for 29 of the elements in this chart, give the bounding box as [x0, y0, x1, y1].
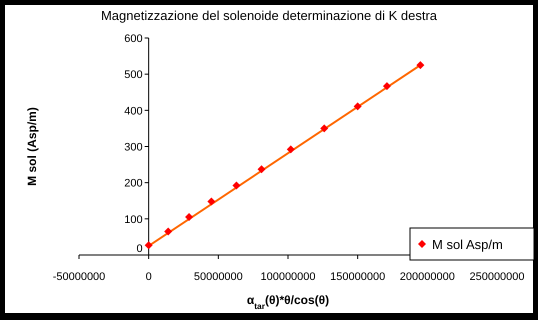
y-tick-label: 500	[124, 69, 143, 82]
y-tick-label: 200	[124, 178, 143, 190]
x-tick-label: 100000000	[260, 271, 316, 283]
x-tick-label: 0	[146, 271, 152, 283]
x-tick-label: -50000000	[52, 271, 106, 283]
point	[382, 82, 391, 90]
y-tick-label: 100	[124, 214, 143, 226]
chart-title: Magnetizzazione del solenoide determinazione di K destra	[100, 8, 438, 23]
x-tick-label: 150000000	[330, 271, 386, 283]
point	[164, 227, 172, 236]
point	[207, 197, 216, 206]
y-tick-label: 300	[124, 142, 143, 154]
legend-label: M sol Asp/m	[432, 237, 503, 252]
point	[354, 102, 362, 110]
point	[144, 241, 153, 250]
point	[320, 124, 328, 132]
y-tick-label: 600	[124, 33, 143, 45]
x-tick-label: 50000000	[194, 271, 243, 283]
x-tick-label: 200000000	[400, 271, 455, 283]
point	[232, 182, 240, 190]
x-tick-label: 250000000	[469, 271, 525, 283]
y-tick-label: 400	[124, 105, 143, 118]
point	[258, 165, 266, 174]
point	[286, 145, 295, 154]
y-axis-title: M sol (Asp/m)	[25, 107, 39, 186]
point	[416, 61, 424, 70]
point	[185, 213, 194, 222]
y-tick-label: 0	[136, 243, 143, 255]
x-axis-title: α$_{tar}$(θ)*θ/cos(θ)	[246, 293, 330, 311]
